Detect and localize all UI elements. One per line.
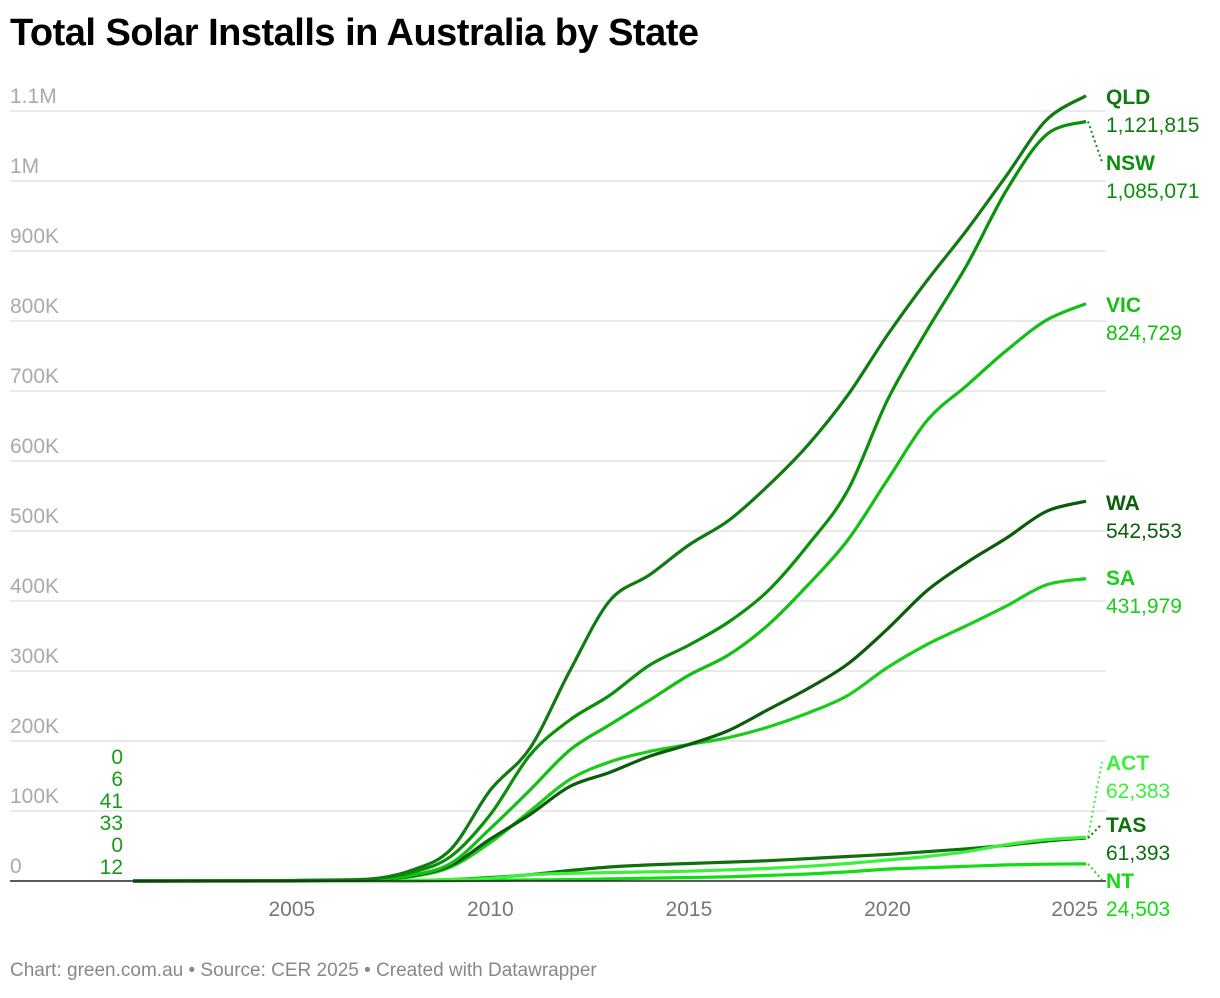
series-line-tas (132, 836, 1087, 883)
series-end-value: 1,121,815 (1106, 114, 1199, 137)
chart-title: Total Solar Installs in Australia by Sta… (10, 12, 699, 54)
y-tick-label: 100K (10, 785, 59, 808)
series-label-sa: SA (1106, 567, 1135, 590)
label-leader-line (1087, 823, 1103, 839)
series-end-value: 24,503 (1106, 898, 1170, 921)
series-start-value: 0 (111, 834, 123, 857)
series-end-value: 1,085,071 (1106, 180, 1199, 203)
x-tick-label: 2025 (1051, 898, 1098, 921)
series-label-tas: TAS (1106, 814, 1146, 837)
y-tick-label: 600K (10, 435, 59, 458)
y-tick-label: 1M (10, 155, 39, 178)
y-tick-label: 900K (10, 225, 59, 248)
y-tick-label: 0 (10, 855, 22, 878)
y-tick-label: 800K (10, 295, 59, 318)
chart-footer: Chart: green.com.au • Source: CER 2025 •… (10, 960, 597, 981)
series-label-qld: QLD (1106, 86, 1150, 109)
series-line-sa (132, 577, 1087, 883)
series-label-vic: VIC (1106, 294, 1141, 317)
x-tick-label: 2015 (666, 898, 713, 921)
series-end-value: 542,553 (1106, 520, 1182, 543)
x-tick-label: 2020 (864, 898, 911, 921)
series-end-value: 62,383 (1106, 780, 1170, 803)
y-tick-label: 200K (10, 715, 59, 738)
series-start-value: 6 (111, 768, 123, 791)
series-end-value: 824,729 (1106, 322, 1182, 345)
y-tick-label: 1.1M (10, 85, 57, 108)
series-line-act (132, 835, 1087, 883)
series-label-wa: WA (1106, 492, 1140, 515)
series-line-wa (132, 499, 1087, 883)
series-start-value: 12 (100, 856, 123, 879)
y-tick-label: 400K (10, 575, 59, 598)
x-tick-label: 2010 (467, 898, 514, 921)
series-start-value: 41 (100, 790, 123, 813)
y-tick-label: 700K (10, 365, 59, 388)
label-leader-line (1087, 121, 1103, 163)
series-start-value: 33 (100, 812, 123, 835)
series-start-value: 0 (111, 746, 123, 769)
series-label-act: ACT (1106, 752, 1149, 775)
label-leader-line (1087, 863, 1103, 881)
series-label-nsw: NSW (1106, 152, 1155, 175)
series-end-value: 61,393 (1106, 842, 1170, 865)
series-line-nsw (132, 119, 1087, 883)
y-tick-label: 300K (10, 645, 59, 668)
series-end-value: 431,979 (1106, 595, 1182, 618)
y-tick-label: 500K (10, 505, 59, 528)
x-tick-label: 2005 (268, 898, 315, 921)
series-label-nt: NT (1106, 870, 1134, 893)
